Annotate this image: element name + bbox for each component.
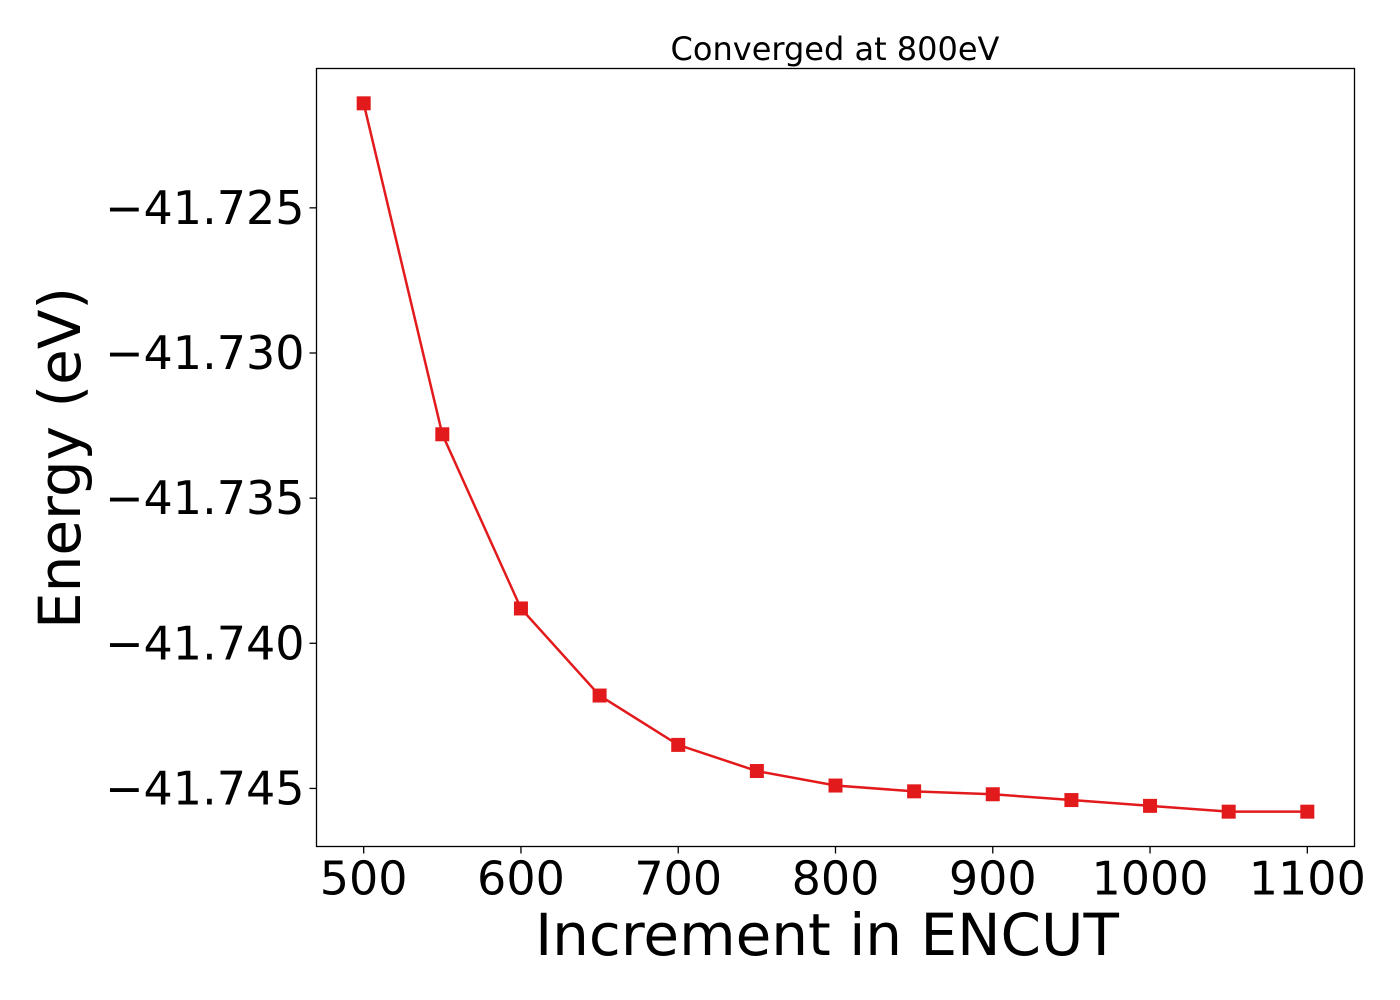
data-point-marker (1300, 804, 1315, 819)
y-axis: −41.725 −41.730 −41.735 −41.740 −41.745 (105, 181, 317, 815)
data-point-marker (828, 778, 843, 793)
data-point-marker (1143, 798, 1158, 813)
data-point-marker (592, 688, 607, 703)
y-tick-label: −41.740 (105, 616, 305, 670)
y-axis-label: Energy (eV) (26, 287, 94, 629)
data-point-marker (749, 764, 764, 779)
x-tick-label: 1100 (1249, 852, 1366, 906)
data-point-marker (1064, 793, 1079, 808)
y-tick-label: −41.725 (105, 181, 305, 235)
x-tick-label: 600 (477, 852, 565, 906)
series-line (362, 103, 1308, 813)
data-point-marker (1221, 804, 1236, 819)
chart-title: Converged at 800eV (671, 30, 1000, 68)
y-tick-label: −41.730 (105, 326, 305, 380)
x-axis-label: Increment in ENCUT (535, 901, 1119, 969)
x-tick-label: 900 (949, 852, 1037, 906)
series-group (356, 96, 1315, 819)
y-tick-label: −41.735 (105, 471, 305, 525)
plot-area (315, 67, 1356, 848)
x-tick-label: 800 (792, 852, 880, 906)
data-point-marker (671, 737, 686, 752)
x-tick-label: 500 (320, 852, 408, 906)
data-point-marker (435, 427, 450, 442)
data-point-marker (985, 787, 1000, 802)
data-point-marker (356, 96, 371, 111)
data-point-marker (513, 601, 528, 616)
y-tick-label: −41.745 (105, 761, 305, 815)
x-tick-label: 700 (634, 852, 722, 906)
x-tick-label: 1000 (1092, 852, 1209, 906)
x-axis: 500 600 700 800 900 1000 1100 (320, 846, 1366, 906)
data-point-marker (907, 784, 922, 799)
